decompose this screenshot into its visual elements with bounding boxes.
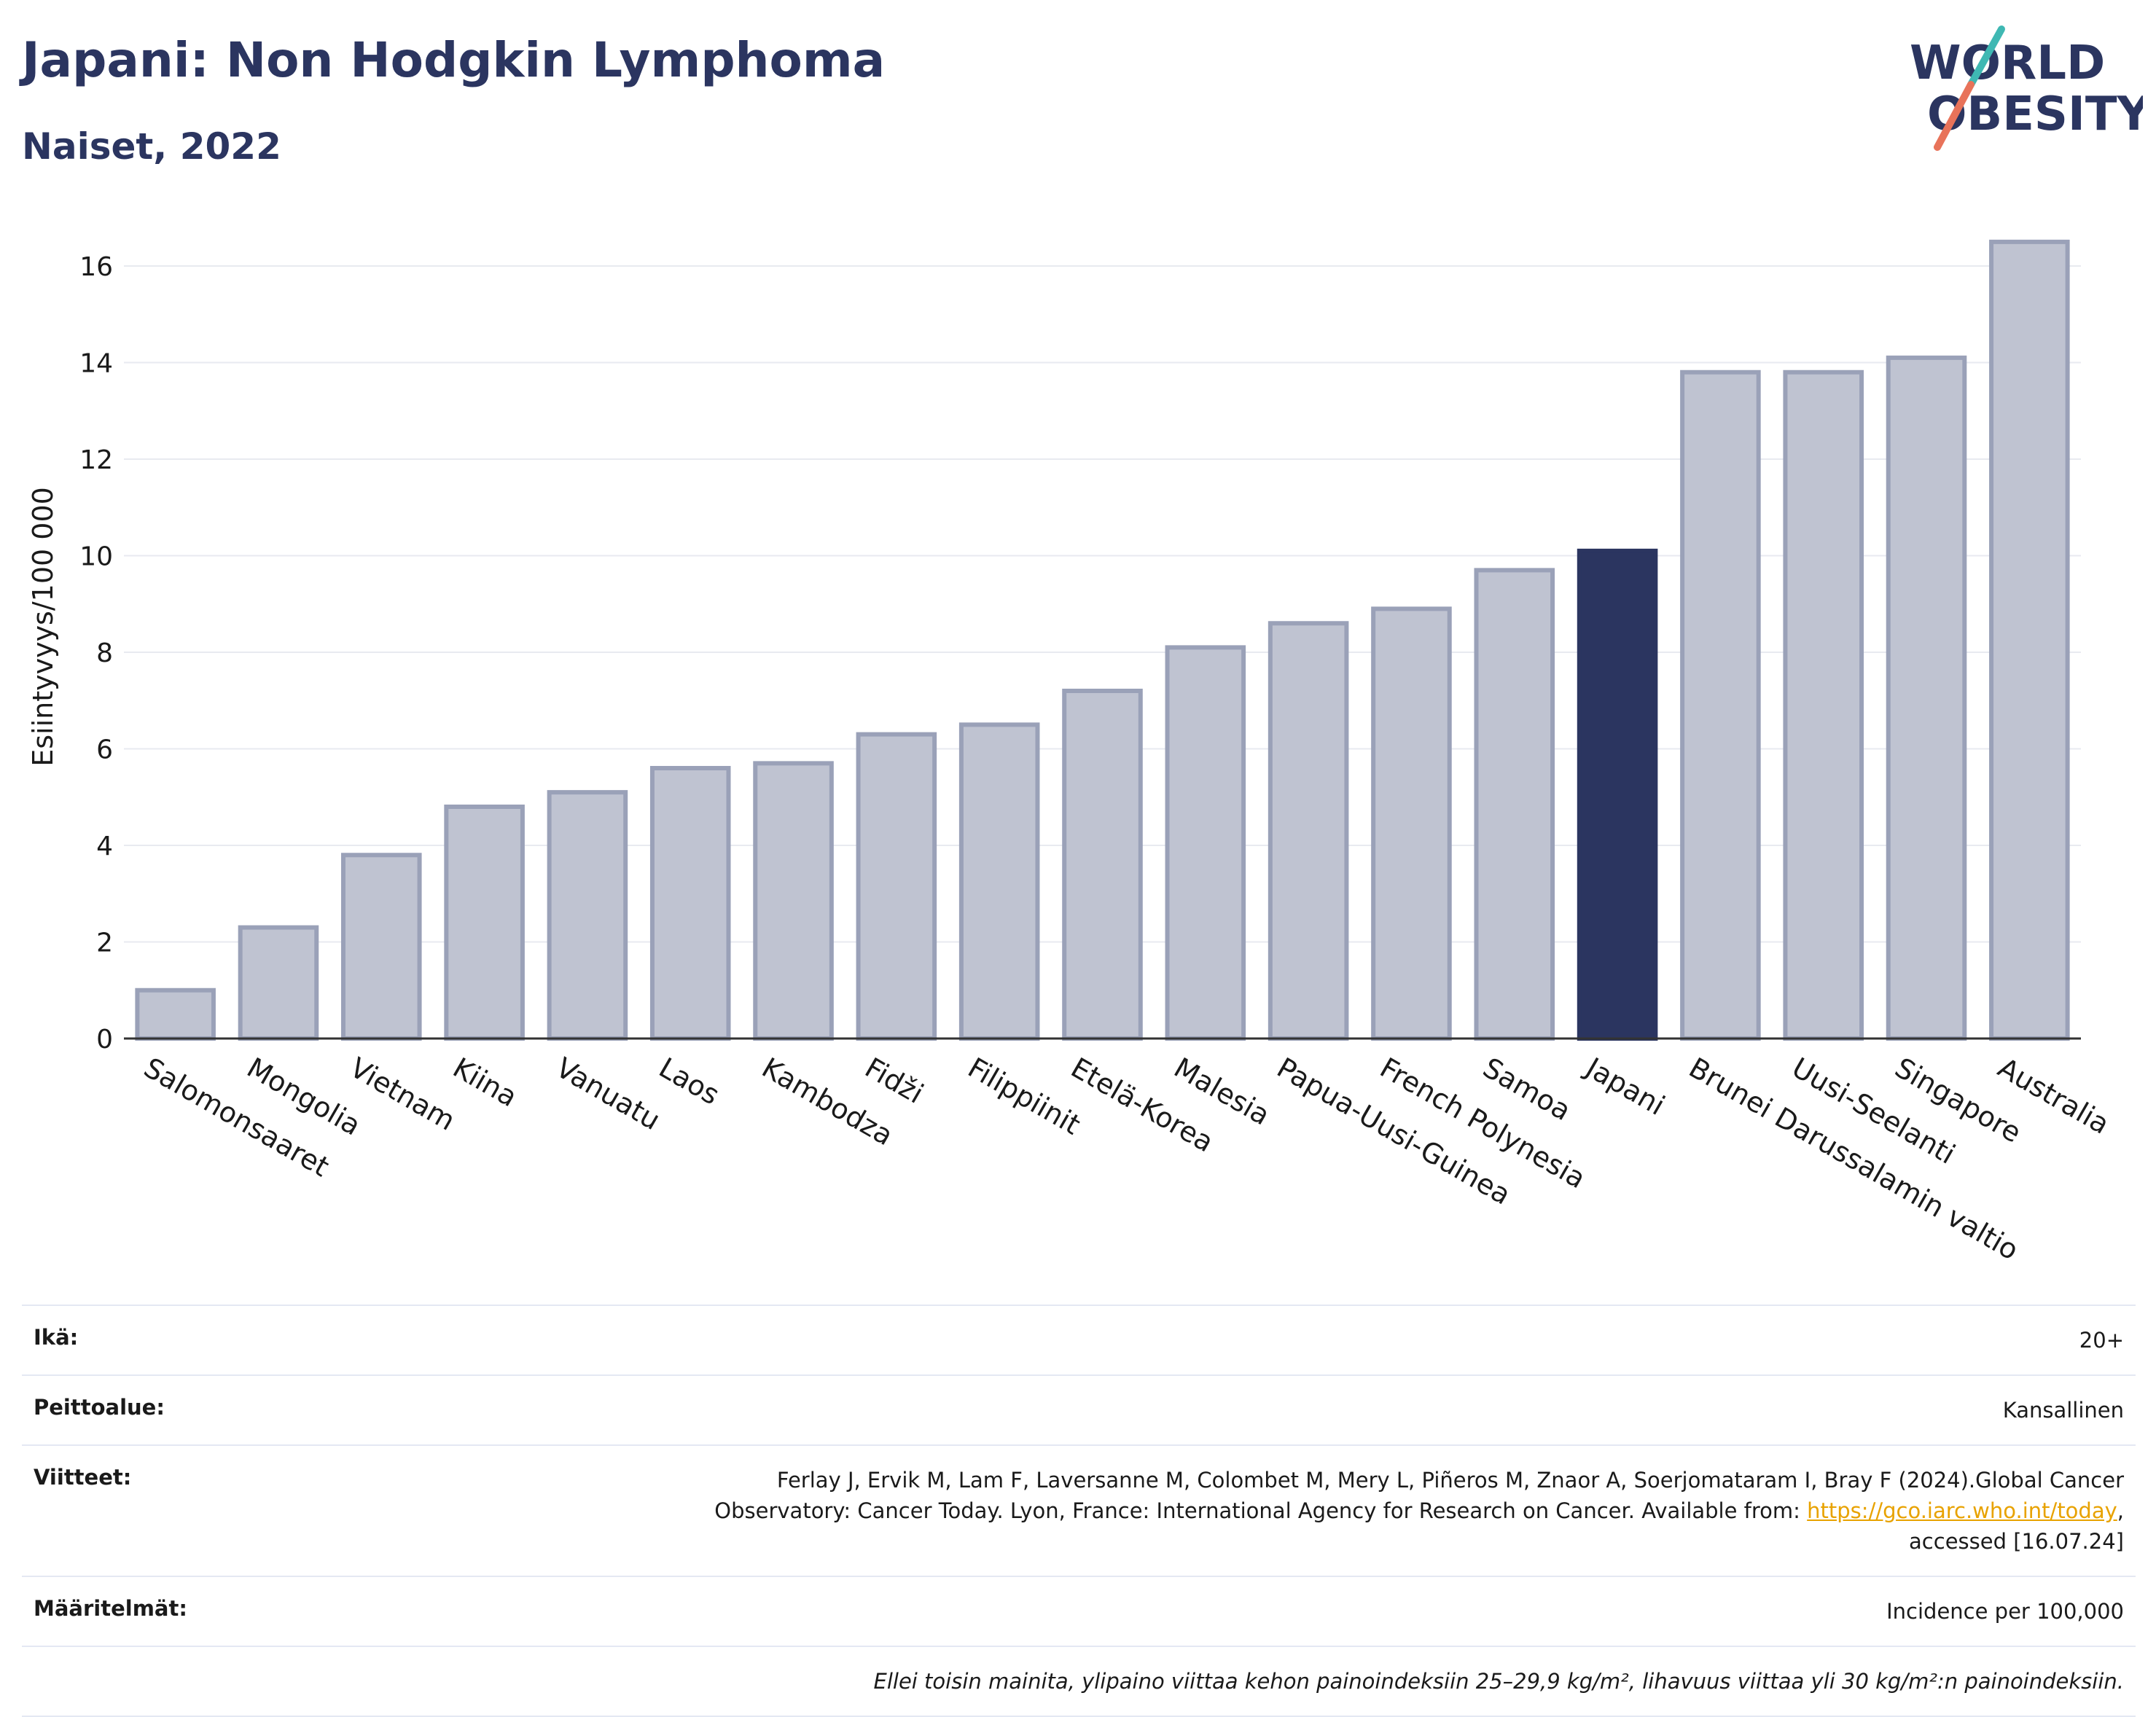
y-axis-label: Esiintyvyys/100 000 bbox=[27, 487, 59, 767]
chart-subtitle: Naiset, 2022 bbox=[22, 125, 281, 168]
y-tick-label: 8 bbox=[96, 638, 113, 668]
meta-row-age: Ikä: 20+ bbox=[22, 1305, 2136, 1375]
meta-row-references: Viitteet: Ferlay J, Ervik M, Lam F, Lave… bbox=[22, 1444, 2136, 1576]
x-tick-label: Filippiinit bbox=[963, 1052, 1086, 1141]
y-tick-label: 0 bbox=[96, 1025, 113, 1055]
y-tick-label: 6 bbox=[96, 735, 113, 765]
footnote: Ellei toisin mainita, ylipaino viittaa k… bbox=[264, 1646, 2136, 1717]
metadata-table: Ikä: 20+ Peittoalue: Kansallinen Viittee… bbox=[22, 1305, 2136, 1717]
y-tick-labels: 0 2 4 6 8 10 12 14 16 bbox=[79, 252, 113, 1055]
bar-samoa bbox=[1474, 568, 1555, 1041]
bar-kiina bbox=[444, 805, 525, 1041]
bar-etel-korea bbox=[1062, 689, 1143, 1041]
references-line-1: Ferlay J, Ervik M, Lam F, Laversanne M, … bbox=[776, 1468, 2124, 1493]
y-tick-label: 10 bbox=[79, 542, 113, 572]
age-label: Ikä: bbox=[22, 1305, 264, 1375]
x-tick-label: Vanuatu bbox=[550, 1052, 665, 1136]
bars bbox=[135, 239, 2070, 1041]
chart-title: Japani: Non Hodgkin Lymphoma bbox=[22, 32, 886, 88]
x-tick-label: Laos bbox=[654, 1052, 725, 1111]
bar-filippiinit bbox=[958, 722, 1040, 1041]
bar-brunei-darussalamin-valtio bbox=[1680, 369, 1761, 1041]
bar-singapore bbox=[1886, 355, 1967, 1041]
coverage-label: Peittoalue: bbox=[22, 1374, 264, 1445]
y-tick-label: 14 bbox=[79, 349, 113, 379]
bar-papua-uusi-guinea bbox=[1268, 621, 1349, 1041]
age-value: 20+ bbox=[264, 1305, 2136, 1375]
logo-slash-coral bbox=[1934, 81, 1975, 151]
meta-row-coverage: Peittoalue: Kansallinen bbox=[22, 1374, 2136, 1445]
bar-mongolia bbox=[238, 925, 319, 1041]
y-tick-label: 16 bbox=[79, 252, 113, 282]
x-tick-label: Salomonsaaret bbox=[138, 1052, 335, 1184]
definitions-label: Määritelmät: bbox=[22, 1576, 264, 1646]
bar-japani bbox=[1577, 548, 1658, 1041]
y-tick-label: 12 bbox=[79, 445, 113, 475]
logo-text-world: WORLD bbox=[1910, 36, 2105, 90]
y-tick-label: 2 bbox=[96, 928, 113, 958]
bar-vanuatu bbox=[547, 790, 628, 1041]
world-obesity-logo: WORLD OBESITY bbox=[1910, 26, 2143, 151]
meta-row-note: Ellei toisin mainita, ylipaino viittaa k… bbox=[22, 1646, 2136, 1717]
bar-laos bbox=[649, 766, 731, 1041]
references-label: Viitteet: bbox=[22, 1444, 264, 1576]
bar-fid-i bbox=[856, 732, 937, 1041]
bar-salomonsaaret bbox=[135, 987, 216, 1041]
coverage-value: Kansallinen bbox=[264, 1374, 2136, 1445]
x-tick-label: Vietnam bbox=[345, 1052, 461, 1137]
bar-uusi-seelanti bbox=[1783, 369, 1864, 1041]
bar-australia bbox=[1989, 239, 2070, 1041]
x-tick-label: Fidži bbox=[859, 1052, 929, 1110]
references-value: Ferlay J, Ervik M, Lam F, Laversanne M, … bbox=[264, 1444, 2136, 1576]
references-line-2: Observatory: Cancer Today. Lyon, France:… bbox=[714, 1498, 1808, 1523]
references-line-2-end: , bbox=[2117, 1498, 2124, 1523]
references-line-3: accessed [16.07.24] bbox=[1909, 1529, 2124, 1554]
bar-malesia bbox=[1165, 645, 1246, 1041]
meta-row-definitions: Määritelmät: Incidence per 100,000 bbox=[22, 1576, 2136, 1646]
references-link[interactable]: https://gco.iarc.who.int/today bbox=[1807, 1498, 2117, 1523]
definitions-value: Incidence per 100,000 bbox=[264, 1576, 2136, 1646]
bar-french-polynesia bbox=[1371, 606, 1452, 1041]
x-tick-label: Japani bbox=[1579, 1051, 1671, 1122]
bar-kambodza bbox=[753, 761, 834, 1041]
x-tick-label: Kiina bbox=[448, 1052, 523, 1114]
bar-vietnam bbox=[341, 853, 422, 1041]
logo-slash-teal bbox=[1967, 26, 2005, 88]
y-tick-label: 4 bbox=[96, 832, 113, 861]
